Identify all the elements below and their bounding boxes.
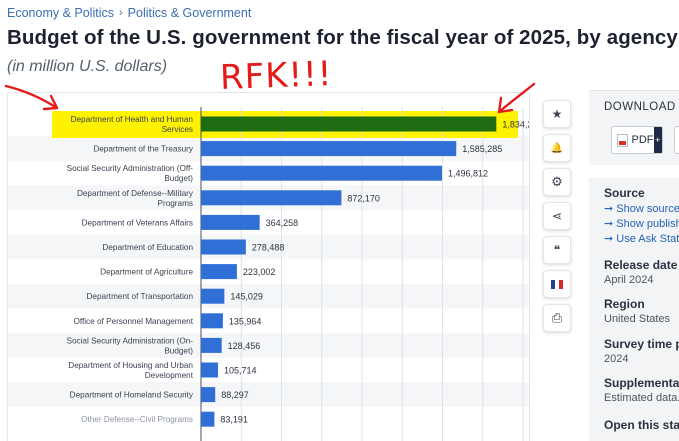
language-button[interactable] [543,270,571,298]
supplementary-label: Supplementar [604,376,679,390]
plus-icon: + [653,127,662,153]
quote-icon: ❝ [553,243,561,257]
bar [201,141,457,157]
download-box: DOWNLOAD PDF + [589,90,679,165]
chart-card: 1,834,264Department of Health and HumanS… [7,92,530,441]
breadcrumb-link-politics[interactable]: Politics & Government [127,6,252,20]
category-label-line: Department of Health and Human [71,115,194,124]
bar [201,313,223,329]
supplementary-value: Estimated data. [604,392,679,404]
bell-icon: 🔔 [550,142,564,154]
data-label: 1,496,812 [448,169,488,179]
gear-icon: ⚙ [551,174,563,189]
category-label: Office of Personnel Management [73,317,193,326]
category-label: Department of Transportation [87,292,194,301]
show-publisher-link[interactable]: ➞ Show publish [604,218,679,230]
breadcrumb: Economy & Politics › Politics & Governme… [7,6,251,20]
bar [201,116,497,132]
bar [201,362,219,378]
category-label: Department of the Treasury [93,145,194,154]
category-label: Department of Homeland Security [70,391,194,400]
print-button[interactable]: ⎙ [543,304,571,332]
bar [201,337,222,353]
pdf-download-button[interactable]: PDF + [611,126,663,154]
xls-download-button[interactable] [674,126,679,154]
source-label: Source [604,186,645,200]
survey-time-label: Survey time p [604,337,679,351]
category-label: Department of Health and Human Services [71,115,194,134]
category-label: Social Security Administration (Off-Budg… [67,164,194,183]
breadcrumb-link-economy[interactable]: Economy & Politics [7,6,114,20]
breadcrumb-separator: › [118,7,123,19]
category-label-line: Services [162,125,193,134]
bar-chart: 1,834,264Department of Health and HumanS… [8,107,530,441]
data-label: 88,297 [221,390,249,400]
chart-toolbar: ★ 🔔 ⚙ ⋖ ❝ ⎙ [543,100,571,332]
bar [201,411,215,427]
category-label: Social Security Administration (On-Budge… [67,336,194,355]
data-label: 1,585,285 [462,144,502,154]
category-label-line: Budget) [164,174,193,183]
category-label-line: Social Security Administration (On- [67,336,194,345]
category-label-line: Programs [158,199,194,208]
category-label: Other Defense--Civil Programs [81,415,193,424]
data-label: 145,029 [230,292,263,302]
category-label-line: Social Security Administration (Off- [67,164,194,173]
flag-icon [550,279,564,289]
ask-statista-link[interactable]: ➞ Use Ask Statis [604,233,679,245]
data-label: 128,456 [228,341,261,351]
cite-button[interactable]: ❝ [543,236,571,264]
settings-button[interactable]: ⚙ [543,168,571,196]
data-label: 83,191 [220,415,248,425]
category-label: Department of Agriculture [100,268,193,277]
page-title: Budget of the U.S. government for the fi… [7,26,678,49]
pdf-label: PDF [631,134,654,146]
category-label-line: Development [145,371,194,380]
share-button[interactable]: ⋖ [543,202,571,230]
category-label: Department of Housing and Urban Developme… [68,361,193,380]
category-label-line: Budget) [164,346,193,355]
handwritten-annotation: RFK!!! [219,54,334,98]
favorite-button[interactable]: ★ [543,100,571,128]
bar [201,214,260,230]
category-label: Department of Education [102,243,193,252]
bar [201,165,442,181]
print-icon: ⎙ [551,310,563,325]
bar [201,190,342,206]
data-label: 364,258 [266,218,299,228]
release-date-label: Release date [604,258,678,272]
bar [201,387,216,403]
data-label: 105,714 [224,366,257,376]
data-label: 1,834,264 [502,120,530,130]
notification-button[interactable]: 🔔 [543,134,571,162]
region-label: Region [604,297,645,311]
page-subtitle: (in million U.S. dollars) [7,58,168,75]
statistic-info-box: Source ➞ Show sources ➞ Show publish ➞ U… [589,178,679,441]
data-label: 278,488 [252,243,285,253]
bar [201,239,246,255]
bar [201,288,225,304]
data-label: 872,170 [347,193,380,203]
bar [201,264,237,280]
category-label-line: Department of Housing and Urban [68,361,193,370]
data-label: 223,002 [243,267,276,277]
side-panel: DOWNLOAD PDF + Source ➞ Show sources ➞ S… [589,90,679,441]
category-label: Department of Defense--Military Programs [77,189,194,208]
open-statistic-label[interactable]: Open this stat [604,418,679,432]
survey-time-value: 2024 [604,353,629,365]
star-icon: ★ [551,107,563,121]
pdf-file-icon [617,133,628,147]
region-value: United States [604,313,671,325]
share-icon: ⋖ [551,209,563,223]
category-label-line: Department of Defense--Military [77,189,194,198]
category-label: Department of Veterans Affairs [82,218,193,227]
data-label: 135,964 [229,316,262,326]
show-sources-link[interactable]: ➞ Show sources [604,203,679,215]
release-date-value: April 2024 [604,274,654,286]
download-title: DOWNLOAD [604,101,676,113]
